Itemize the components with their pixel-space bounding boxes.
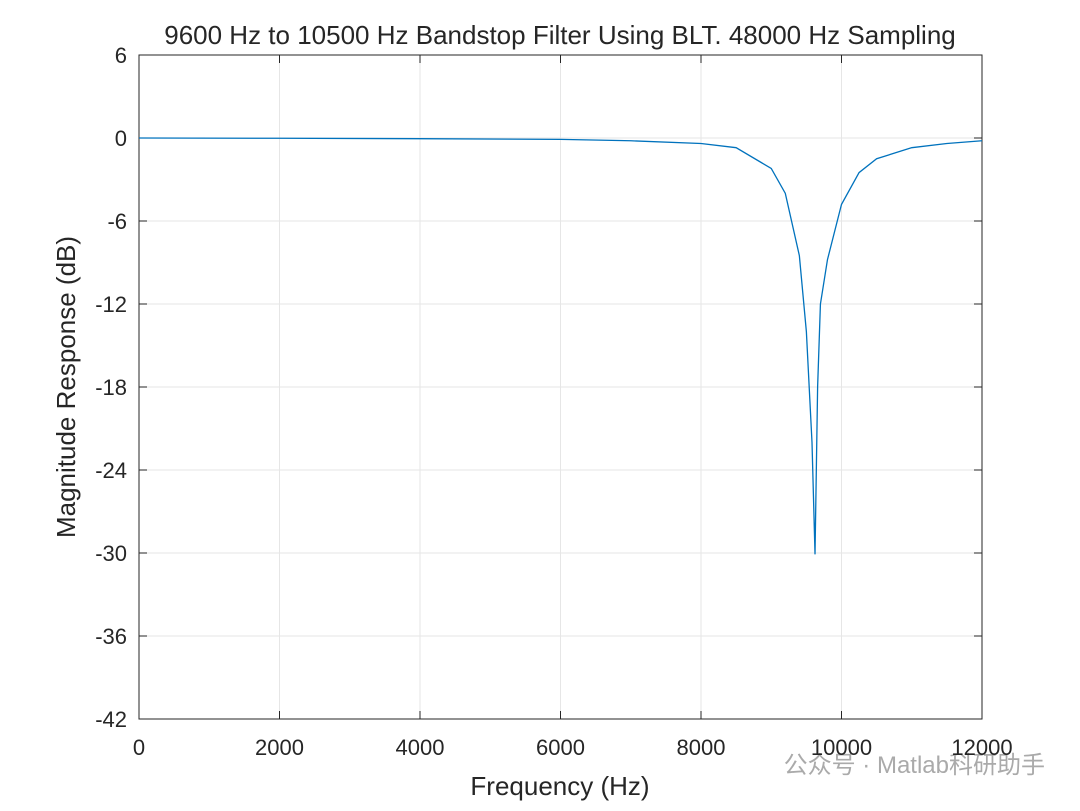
y-tick-label: -36 [95, 624, 127, 649]
y-tick-label: -6 [107, 209, 127, 234]
y-tick-label: -42 [95, 707, 127, 732]
y-tick-label: -30 [95, 541, 127, 566]
x-tick-label: 12000 [951, 735, 1012, 760]
y-tick-label: 0 [115, 126, 127, 151]
axes-box [138, 54, 983, 720]
x-tick-label: 6000 [536, 735, 585, 760]
x-tick-label: 2000 [255, 735, 304, 760]
watermark: 公众号 · Matlab科研助手 [784, 752, 1045, 779]
x-tick-label: 8000 [677, 735, 726, 760]
chart-title: 9600 Hz to 10500 Hz Bandstop Filter Usin… [164, 20, 956, 50]
y-axis-label: Magnitude Response (dB) [51, 236, 81, 538]
x-axis-label: Frequency (Hz) [470, 771, 649, 801]
y-tick-label: -12 [95, 292, 127, 317]
x-tick-label: 4000 [396, 735, 445, 760]
y-tick-label: 6 [115, 43, 127, 68]
data-line [138, 137, 983, 555]
x-tick-label: 10000 [811, 735, 872, 760]
x-tick-label: 0 [133, 735, 145, 760]
y-tick-label: -24 [95, 458, 127, 483]
y-tick-label: -18 [95, 375, 127, 400]
